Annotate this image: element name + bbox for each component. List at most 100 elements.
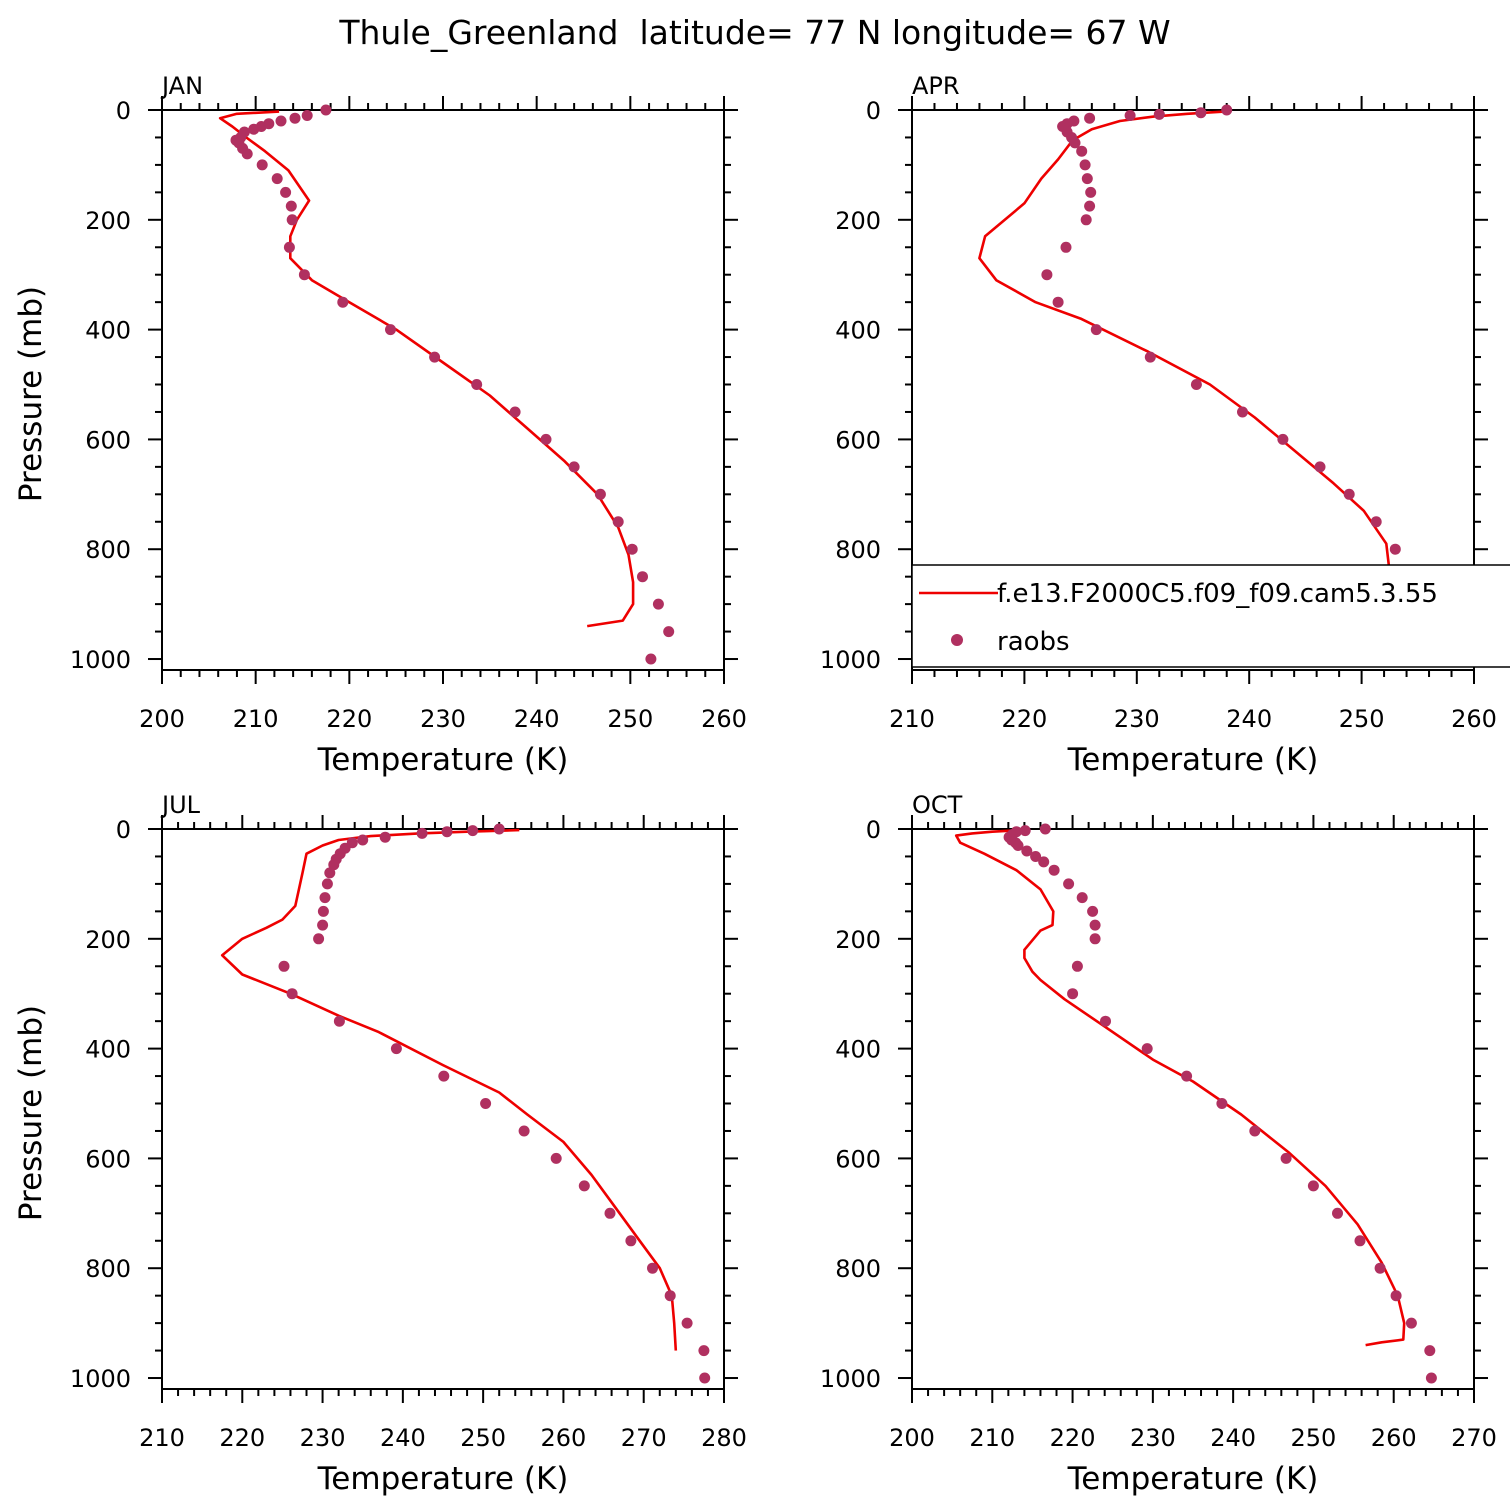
x-axis-title: Temperature (K) — [317, 1461, 569, 1497]
raobs-point — [1060, 241, 1072, 253]
raobs-point — [324, 867, 336, 879]
raobs-point — [286, 214, 298, 226]
raobs-point — [1041, 269, 1053, 281]
y-axis-title: Pressure (mb) — [13, 1005, 49, 1221]
plot-frame — [911, 828, 1475, 1390]
y-tick-label: 200 — [835, 207, 881, 235]
y-tick-label: 800 — [835, 536, 881, 564]
panel-jul: 210 220 230 240 250 260 270 280 0 200 400 600 800 100… — [13, 791, 747, 1497]
y-tick-label: 800 — [835, 1255, 881, 1283]
raobs-point — [1080, 214, 1092, 226]
plot-frame — [161, 828, 725, 1390]
raobs-point — [357, 834, 369, 846]
raobs-point — [645, 653, 657, 665]
raobs-point — [1374, 1262, 1386, 1274]
raobs-point — [1019, 825, 1031, 837]
raobs-point — [1124, 110, 1136, 121]
raobs-point — [1389, 543, 1401, 555]
raobs-point — [1039, 823, 1051, 835]
legend-obs-label: raobs — [997, 627, 1070, 657]
raobs-point — [286, 988, 298, 1000]
raobs-point — [1314, 461, 1326, 473]
raobs-point — [317, 905, 329, 917]
x-tick-label: 210 — [889, 705, 935, 733]
raobs-point — [1144, 351, 1156, 363]
raobs-point — [540, 433, 552, 445]
raobs-point — [1079, 159, 1091, 171]
raobs-point — [699, 1372, 711, 1384]
x-tick-label: 260 — [701, 705, 747, 733]
raobs-point — [319, 892, 331, 904]
raobs-point — [256, 159, 268, 171]
raobs-point — [317, 919, 329, 931]
raobs-point — [664, 1290, 676, 1302]
raobs-point — [271, 173, 283, 185]
raobs-point — [1425, 1372, 1437, 1384]
y-tick-label: 600 — [85, 1145, 131, 1173]
raobs-point — [1237, 406, 1248, 418]
panel-label: APR — [912, 72, 960, 100]
x-tick-label: 240 — [380, 1424, 426, 1452]
x-tick-label: 250 — [460, 1424, 506, 1452]
raobs-point — [471, 379, 483, 390]
x-axis-title: Temperature (K) — [1067, 742, 1319, 778]
x-tick-label: 240 — [514, 705, 560, 733]
x-tick-label: 210 — [233, 705, 279, 733]
raobs-point — [438, 1070, 450, 1082]
raobs-point — [278, 960, 290, 972]
raobs-point — [1090, 324, 1102, 336]
raobs-point — [568, 461, 580, 473]
raobs-point — [1081, 173, 1093, 185]
raobs-point — [1084, 112, 1096, 124]
raobs-point — [1216, 1098, 1228, 1109]
y-tick-label: 600 — [835, 1145, 881, 1173]
raobs-point — [1280, 1152, 1292, 1164]
x-tick-label: 220 — [326, 705, 372, 733]
y-tick-label: 400 — [835, 317, 881, 345]
raobs-point — [298, 269, 310, 281]
raobs-point — [1343, 488, 1355, 500]
y-axis-title: Pressure (mb) — [13, 286, 49, 502]
x-tick-label: 250 — [1339, 705, 1385, 733]
raobs-point — [379, 831, 391, 843]
x-tick-label: 230 — [420, 705, 466, 733]
raobs-point — [1195, 107, 1207, 119]
y-tick-label: 200 — [85, 926, 131, 954]
raobs-point — [518, 1125, 530, 1137]
model-line-jul — [220, 828, 678, 1351]
raobs-point — [416, 827, 428, 839]
x-tick-label: 210 — [139, 1424, 185, 1452]
y-tick-label: 1000 — [70, 646, 131, 674]
y-tick-label: 1000 — [820, 646, 881, 674]
raobs-point — [1100, 1015, 1111, 1027]
raobs-point — [441, 826, 453, 838]
y-tick-label: 800 — [85, 1255, 131, 1283]
x-tick-label: 250 — [607, 705, 653, 733]
raobs-point — [578, 1180, 590, 1192]
raobs-point — [625, 1235, 637, 1247]
raobs-point — [337, 296, 349, 308]
raobs-point — [1030, 851, 1042, 862]
x-axis-title: Temperature (K) — [317, 742, 569, 778]
y-tick-label: 0 — [116, 816, 131, 844]
x-tick-label: 240 — [1226, 705, 1272, 733]
raobs-point — [390, 1043, 402, 1055]
y-tick-label: 1000 — [820, 1365, 881, 1393]
x-tick-label: 270 — [1451, 1424, 1497, 1452]
raobs-point — [467, 825, 479, 837]
raobs-point — [604, 1207, 616, 1219]
raobs-point — [1048, 864, 1060, 876]
x-tick-label: 230 — [1130, 1424, 1176, 1452]
raobs-point — [698, 1345, 710, 1357]
x-tick-label: 260 — [541, 1424, 587, 1452]
raobs-point — [1085, 186, 1097, 198]
raobs-point — [1221, 104, 1233, 116]
y-tick-label: 400 — [835, 1036, 881, 1064]
raobs-point — [1084, 200, 1096, 212]
model-line-oct — [954, 828, 1406, 1347]
x-tick-label: 200 — [889, 1424, 935, 1452]
model-line-apr — [978, 110, 1393, 633]
x-tick-label: 260 — [1451, 705, 1497, 733]
panel-label: JUL — [160, 791, 201, 819]
raobs-point — [333, 1015, 345, 1027]
